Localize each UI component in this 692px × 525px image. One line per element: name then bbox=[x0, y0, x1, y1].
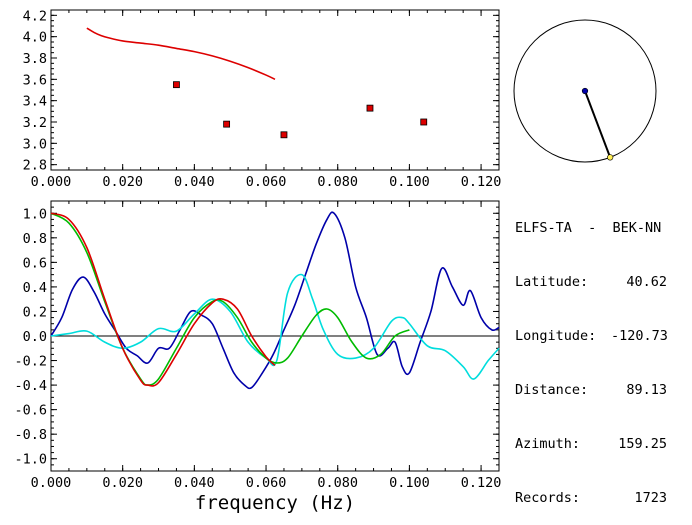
y-tick-label: -0.4 bbox=[14, 378, 47, 394]
series-line bbox=[86, 27, 276, 81]
distance-row: Distance: 89.13 bbox=[515, 381, 667, 399]
station-title: ELFS-TA - BEK-NN bbox=[515, 220, 662, 236]
series-line bbox=[50, 212, 276, 387]
series-line bbox=[50, 273, 500, 380]
x-tick-label: 0.000 bbox=[31, 475, 72, 491]
records-value: 1723 bbox=[634, 490, 667, 506]
x-tick-label: 0.000 bbox=[31, 174, 72, 190]
data-point bbox=[420, 118, 428, 126]
x-tick-label: 0.100 bbox=[389, 475, 430, 491]
dispersion-chart: 0.000 0.020 0.040 0.060 0.080 0.100 0.120 2.8 3.… bbox=[23, 8, 502, 190]
y-tick-label: 0.8 bbox=[23, 231, 47, 247]
latitude-row: Latitude: 40.62 bbox=[515, 273, 667, 291]
y-tick-label: 0.0 bbox=[23, 329, 47, 345]
distance-label: Distance: bbox=[515, 382, 589, 398]
y-tick-label: -0.2 bbox=[14, 354, 47, 370]
records-row: Records: 1723 bbox=[515, 489, 667, 507]
y-tick-label: 2.8 bbox=[23, 158, 47, 174]
x-tick-label: 0.040 bbox=[174, 475, 215, 491]
x-tick-label: 0.020 bbox=[102, 174, 143, 190]
azimuth-compass bbox=[513, 19, 657, 163]
data-point bbox=[280, 131, 288, 139]
y-tick-label: 3.6 bbox=[23, 72, 47, 88]
x-tick-label: 0.080 bbox=[317, 475, 358, 491]
azimuth-row: Azimuth: 159.25 bbox=[515, 435, 667, 453]
y-tick-label: 4.0 bbox=[23, 30, 47, 46]
y-tick-label: -0.8 bbox=[14, 427, 47, 443]
y-tick-label: 4.2 bbox=[23, 8, 47, 24]
data-point bbox=[366, 104, 374, 112]
station-point bbox=[581, 87, 589, 95]
y-tick-label: 3.4 bbox=[23, 94, 47, 110]
data-point bbox=[173, 81, 180, 89]
x-tick-label: 0.020 bbox=[102, 475, 143, 491]
azimuth-label: Azimuth: bbox=[515, 436, 581, 452]
plot-frame bbox=[50, 9, 500, 171]
x-tick-label: 0.060 bbox=[246, 475, 287, 491]
y-tick-label: 3.0 bbox=[23, 136, 47, 152]
distance-value: 89.13 bbox=[626, 382, 667, 398]
y-tick-label: 3.2 bbox=[23, 115, 47, 131]
x-tick-label: 0.040 bbox=[174, 174, 215, 190]
series-line bbox=[50, 211, 500, 390]
y-tick-label: -1.0 bbox=[14, 452, 47, 468]
data-point bbox=[223, 120, 231, 128]
compass-ring bbox=[513, 19, 657, 163]
azimuth-value: 159.25 bbox=[618, 436, 667, 452]
x-tick-label: 0.100 bbox=[389, 174, 430, 190]
longitude-value: -120.73 bbox=[611, 328, 668, 344]
longitude-label: Longitude: bbox=[515, 328, 597, 344]
y-tick-label: 3.8 bbox=[23, 51, 47, 67]
station-info-panel: ELFS-TA - BEK-NN Latitude: 40.62 Longitu… bbox=[515, 183, 668, 525]
y-tick-label: 0.4 bbox=[23, 280, 47, 296]
y-tick-label: -0.6 bbox=[14, 403, 47, 419]
y-tick-label: 1.0 bbox=[23, 206, 47, 222]
latitude-label: Latitude: bbox=[515, 274, 589, 290]
longitude-row: Longitude: -120.73 bbox=[515, 327, 668, 345]
event-point bbox=[607, 154, 614, 161]
azimuth-line bbox=[584, 90, 612, 158]
x-tick-label: 0.120 bbox=[461, 174, 502, 190]
x-tick-label: 0.080 bbox=[317, 174, 358, 190]
records-label: Records: bbox=[515, 490, 581, 506]
y-tick-label: 0.6 bbox=[23, 255, 47, 271]
latitude-value: 40.62 bbox=[626, 274, 667, 290]
x-axis-label: frequency (Hz) bbox=[195, 492, 355, 514]
x-tick-label: 0.120 bbox=[461, 475, 502, 491]
spectrum-chart: 0.000 0.020 0.040 0.060 0.080 0.100 0.120 -1.0 -… bbox=[14, 200, 502, 514]
y-tick-label: 0.2 bbox=[23, 304, 47, 320]
x-tick-label: 0.060 bbox=[246, 174, 287, 190]
